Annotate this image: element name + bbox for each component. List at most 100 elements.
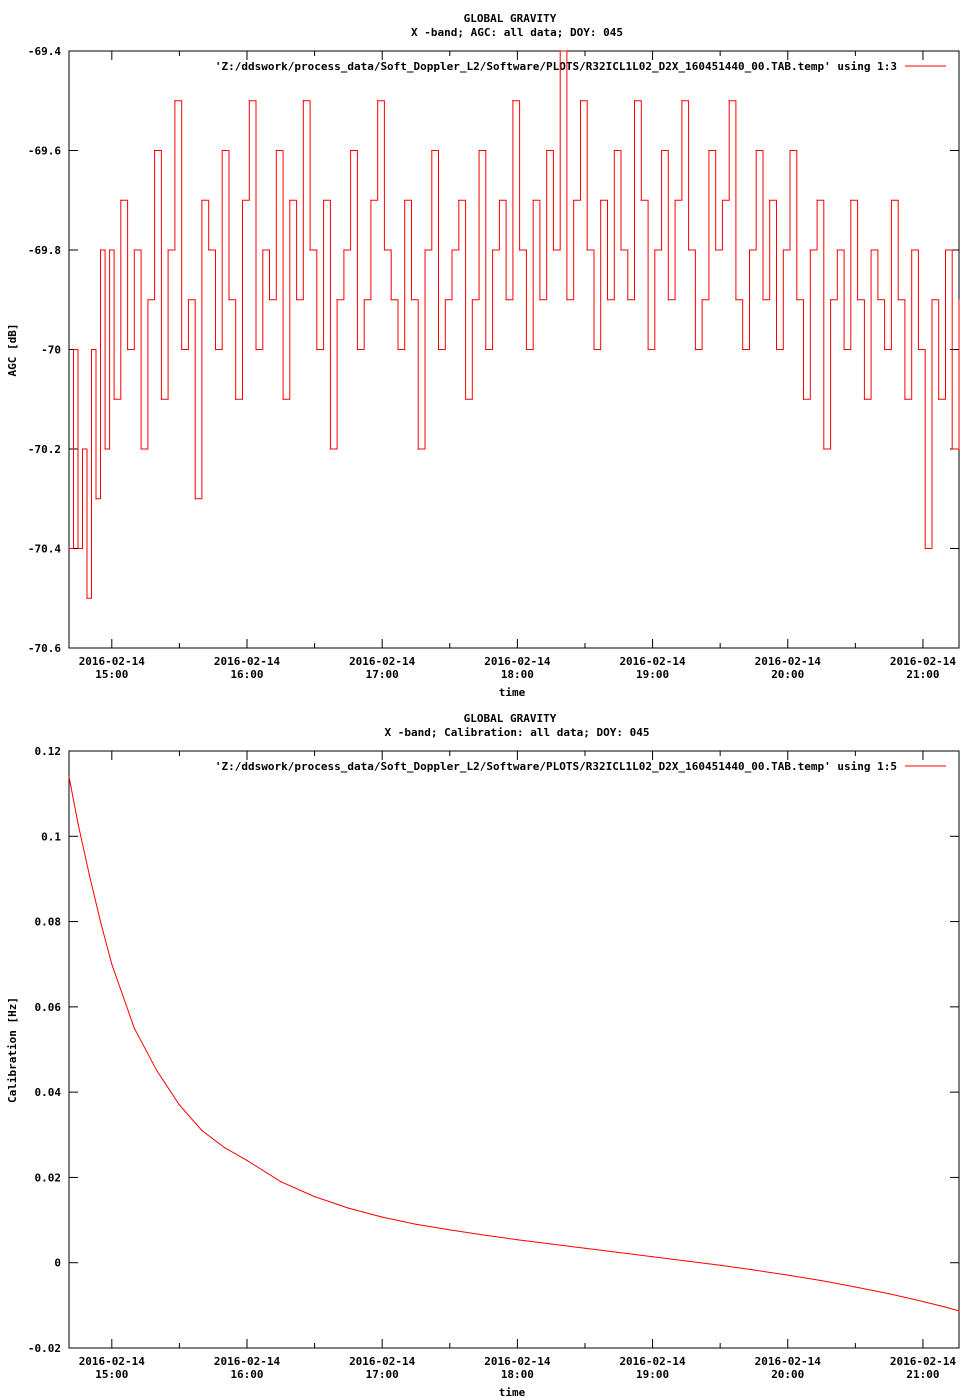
- agc-data-point: [262, 249, 264, 251]
- agc-data-point: [525, 348, 528, 351]
- agc-data-point: [951, 448, 953, 450]
- agc-data-point: [863, 398, 866, 400]
- calibration-y-tick-label: 0: [54, 1257, 61, 1270]
- agc-data-point: [99, 249, 102, 251]
- agc-data-point: [904, 398, 906, 400]
- calibration-x-tick-time: 16:00: [230, 1368, 263, 1381]
- agc-x-tick-date: 2016-02-14: [349, 655, 416, 668]
- agc-x-tick-date: 2016-02-14: [484, 655, 551, 668]
- agc-x-tick-date: 2016-02-14: [79, 655, 146, 668]
- agc-data-point: [559, 50, 561, 52]
- calibration-x-axis: 2016-02-1415:002016-02-1416:002016-02-14…: [79, 751, 956, 1381]
- calibration-data-point: [246, 1159, 248, 1161]
- agc-data-point: [282, 398, 284, 400]
- agc-data-point: [147, 299, 149, 301]
- agc-data-point: [647, 348, 649, 351]
- agc-data-point: [728, 100, 730, 102]
- agc-data-point: [471, 299, 473, 301]
- calibration-x-tick-time: 21:00: [906, 1368, 939, 1381]
- agc-x-tick-date: 2016-02-14: [890, 655, 957, 668]
- agc-data-point: [721, 199, 724, 201]
- agc-data-point: [938, 398, 940, 400]
- agc-data-point: [187, 299, 189, 301]
- agc-y-tick-label: -70.6: [28, 642, 61, 655]
- agc-data-point: [221, 149, 223, 152]
- calibration-y-tick-label: 0.1: [41, 830, 61, 843]
- agc-data-point: [127, 348, 129, 351]
- agc-data-point: [857, 299, 859, 301]
- agc-data-point: [694, 348, 697, 351]
- agc-data-point: [796, 299, 798, 301]
- agc-data-point: [431, 149, 433, 152]
- agc-data-point: [248, 100, 250, 102]
- agc-data-point: [890, 199, 893, 201]
- calibration-data-point: [449, 1229, 451, 1231]
- calibration-data-point: [381, 1216, 383, 1218]
- agc-data-point: [870, 249, 872, 251]
- agc-data-point: [201, 199, 203, 201]
- calibration-y-axis: 0.12 0.1 0.08 0.06 0.04 0.02 0 -0.02: [28, 745, 959, 1355]
- agc-data-point: [485, 348, 487, 351]
- calibration-data-point: [618, 1251, 620, 1254]
- agc-data-point: [241, 199, 244, 201]
- calibration-data-point: [685, 1260, 688, 1262]
- agc-data-point: [674, 199, 676, 201]
- agc-y-tick-label: -70: [41, 344, 61, 357]
- agc-y-tick-label: -69.4: [28, 45, 61, 58]
- calibration-data-point: [111, 963, 113, 965]
- agc-data-point: [140, 448, 142, 450]
- agc-x-tick-time: 17:00: [366, 668, 399, 681]
- calibration-legend-label: 'Z:/ddswork/process_data/Soft_Doppler_L2…: [215, 760, 897, 773]
- calibration-chart: GLOBAL GRAVITY X -band; Calibration: all…: [6, 712, 960, 1399]
- agc-data-point: [167, 249, 169, 251]
- agc-data-point: [410, 299, 413, 301]
- agc-data-point: [600, 199, 602, 201]
- agc-data-point: [762, 299, 764, 301]
- agc-data-point: [329, 448, 331, 450]
- agc-data-point: [444, 299, 446, 301]
- agc-data-point: [816, 199, 818, 201]
- calibration-legend: 'Z:/ddswork/process_data/Soft_Doppler_L2…: [215, 760, 946, 773]
- agc-data-point: [109, 249, 111, 251]
- agc-data-point: [235, 398, 237, 400]
- calibration-chart-title: GLOBAL GRAVITY: [464, 712, 557, 725]
- calibration-data-point: [719, 1264, 721, 1266]
- calibration-data-point: [753, 1269, 755, 1271]
- agc-data-point: [302, 100, 304, 102]
- agc-series-line: [69, 50, 960, 599]
- agc-data-point: [775, 348, 778, 351]
- agc-data-point: [552, 249, 555, 251]
- agc-x-axis: 2016-02-1415:002016-02-1416:002016-02-14…: [79, 51, 957, 681]
- agc-data-point: [160, 398, 162, 400]
- agc-data-point: [120, 199, 122, 201]
- calibration-x-tick-date: 2016-02-14: [79, 1355, 146, 1368]
- agc-data-point: [823, 448, 825, 450]
- agc-data-point: [566, 299, 568, 301]
- agc-data-point: [850, 199, 852, 201]
- agc-data-point: [688, 249, 690, 251]
- calibration-data-point: [347, 1207, 349, 1209]
- calibration-data-point: [99, 921, 102, 923]
- agc-x-tick-date: 2016-02-14: [214, 655, 281, 668]
- calibration-y-tick-label: 0.08: [35, 916, 62, 929]
- agc-data-point: [606, 299, 609, 301]
- agc-x-tick-time: 18:00: [501, 668, 534, 681]
- agc-data-point: [633, 100, 636, 102]
- agc-data-point: [181, 348, 183, 351]
- calibration-data-point: [88, 874, 90, 876]
- agc-data-point: [90, 348, 93, 351]
- calibration-data-point: [516, 1239, 519, 1241]
- agc-data-point: [843, 348, 845, 351]
- agc-data-point: [512, 100, 514, 102]
- calibration-data-point: [415, 1223, 417, 1225]
- calibration-data-point: [68, 776, 70, 778]
- agc-data-point: [296, 299, 298, 301]
- agc-data-point: [104, 448, 106, 450]
- agc-chart-title: GLOBAL GRAVITY: [464, 12, 557, 25]
- agc-data-point: [417, 448, 419, 450]
- agc-data-point: [579, 100, 582, 102]
- agc-data-point: [830, 299, 832, 301]
- agc-data-point: [884, 348, 886, 351]
- agc-data-point: [640, 199, 642, 201]
- agc-y-axis-label: AGC [dB]: [6, 324, 19, 377]
